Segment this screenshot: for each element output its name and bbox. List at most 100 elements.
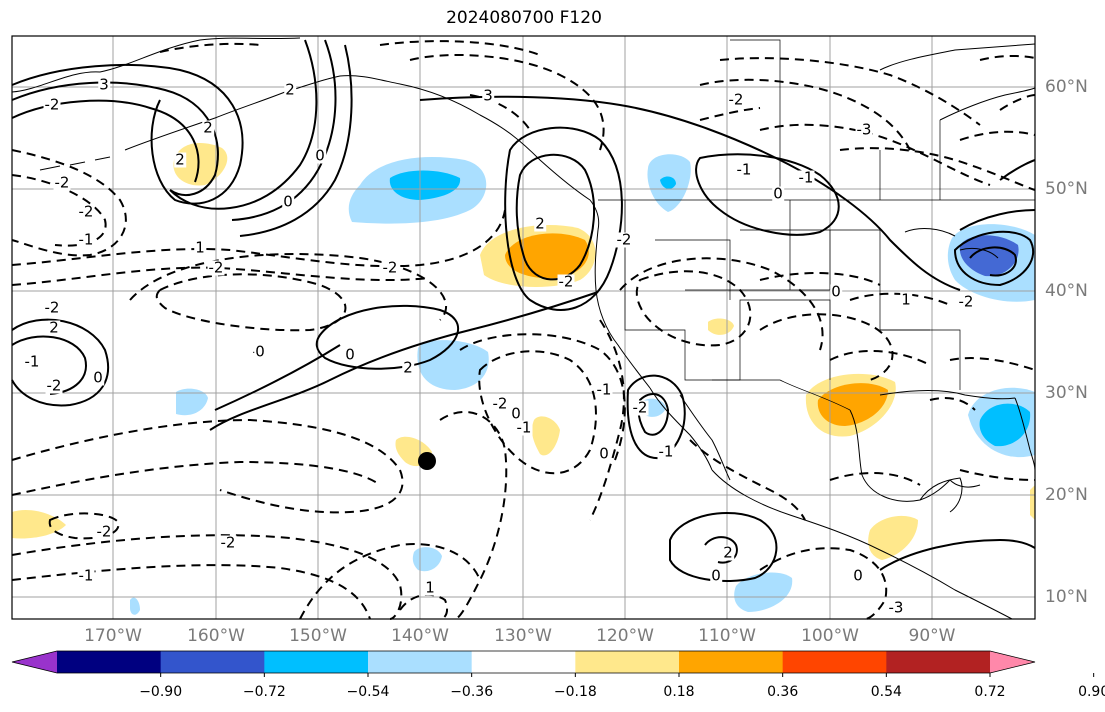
contour-label: -1 (595, 380, 613, 399)
contour-label: -2 (43, 95, 61, 114)
contour-label: -2 (557, 272, 575, 291)
positive-contours (11, 39, 1036, 582)
shade-lightblue (734, 572, 793, 612)
contour-label: 2 (722, 543, 734, 562)
map-title: 2024080700 F120 (446, 8, 602, 28)
lon-label: 100°W (801, 626, 859, 646)
lat-label: 30°N (1045, 383, 1088, 403)
contour-label: 3 (482, 86, 494, 105)
contour-label: -2 (53, 173, 71, 192)
colorbar-segment (679, 651, 784, 673)
colorbar (11, 650, 1095, 677)
colorbar-tick-label: −0.36 (450, 684, 494, 700)
lon-label: 130°W (494, 626, 552, 646)
shade-deepblue (979, 403, 1031, 447)
contour-label: -1 (515, 418, 533, 437)
contour-label: 2 (48, 318, 60, 337)
contour-label: 0 (710, 566, 722, 585)
contour-label: 0 (282, 192, 294, 211)
lat-label: 10°N (1045, 587, 1088, 607)
contour-label: -1 (797, 168, 815, 187)
contour-label: -1 (735, 160, 753, 179)
colorbar-outline (11, 650, 1036, 674)
shade-deepblue (389, 170, 461, 200)
contour-label: 2 (202, 118, 214, 137)
shade-orange (817, 383, 888, 426)
lon-label: 110°W (698, 626, 756, 646)
contour-label: 1 (424, 578, 436, 597)
colorbar-segment (57, 651, 162, 673)
negative-contours (11, 40, 1036, 620)
colorbar-segment (264, 651, 369, 673)
colorbar-segment (782, 651, 887, 673)
shade-lightblue (417, 340, 489, 390)
shade-blue (959, 235, 1019, 277)
contour-label: -2 (207, 258, 225, 277)
colorbar-tick-label: 0.72 (974, 684, 1006, 700)
colorbar-segment (368, 651, 473, 673)
contour-label: 3 (98, 75, 110, 94)
lon-label: 120°W (596, 626, 654, 646)
contour-label: -2 (615, 230, 633, 249)
colorbar-tick-label: 0.54 (870, 684, 902, 700)
lat-label: 60°N (1045, 77, 1088, 97)
colorbar-tick-label: −0.90 (139, 684, 183, 700)
shade-yellow (532, 416, 560, 456)
station-dot (418, 452, 436, 470)
contour-label: -2 (381, 258, 399, 277)
contour-label: 2 (174, 150, 186, 169)
contour-label: -2 (77, 202, 95, 221)
contour-label: 0 (852, 566, 864, 585)
contour-label: 0 (92, 368, 104, 387)
lon-label: 160°W (187, 626, 245, 646)
contour-label: -3 (887, 598, 905, 617)
shade-yellow (868, 515, 918, 560)
contour-label: 2 (284, 80, 296, 99)
contour-label: 0 (314, 146, 326, 165)
shade-lightblue (130, 597, 140, 615)
shade-lightblue (176, 388, 208, 416)
contour-label: 0 (344, 345, 356, 364)
contour-label: 0 (772, 184, 784, 203)
contour-label: -3 (855, 120, 873, 139)
shade-yellow (173, 143, 228, 186)
contour-label: -2 (43, 298, 61, 317)
contour-label: -2 (957, 292, 975, 311)
shade-yellow (1030, 485, 1035, 520)
colorbar-tick-label: −0.72 (242, 684, 286, 700)
shade-yellow (12, 509, 66, 539)
lon-label: 170°W (84, 626, 142, 646)
colorbar-tick-label: −0.18 (553, 684, 597, 700)
contour-label: 1 (194, 238, 206, 257)
contour-label: 1 (900, 290, 912, 309)
contour-label: 0 (254, 342, 266, 361)
contour-label: -2 (727, 90, 745, 109)
map-frame (11, 35, 1036, 620)
contour-label: -1 (77, 230, 95, 249)
contour-label: -1 (657, 442, 675, 461)
contour-label: -2 (95, 522, 113, 541)
colorbar-segment (471, 651, 576, 673)
lon-label: 150°W (289, 626, 347, 646)
contour-label: -2 (219, 533, 237, 552)
graticule (12, 36, 1035, 619)
contour-label: -2 (491, 394, 509, 413)
colorbar-arrow-right (990, 651, 1035, 673)
coastlines (11, 37, 1036, 620)
colorbar-tick-label: −0.54 (346, 684, 390, 700)
shade-deepblue (660, 176, 676, 189)
contour-label: 2 (534, 214, 546, 233)
shade-orange (505, 233, 589, 279)
colorbar-tick-label: 0.90 (1078, 684, 1105, 700)
lat-label: 20°N (1045, 485, 1088, 505)
contour-label: 0 (598, 444, 610, 463)
lat-label: 50°N (1045, 179, 1088, 199)
contour-label: -2 (45, 376, 63, 395)
contour-label: 2 (402, 358, 414, 377)
colorbar-tick-label: 0.36 (767, 684, 799, 700)
colorbar-arrow-left (12, 651, 57, 673)
contour-label: -2 (631, 398, 649, 417)
contour-label: -1 (77, 566, 95, 585)
lat-label: 40°N (1045, 281, 1088, 301)
